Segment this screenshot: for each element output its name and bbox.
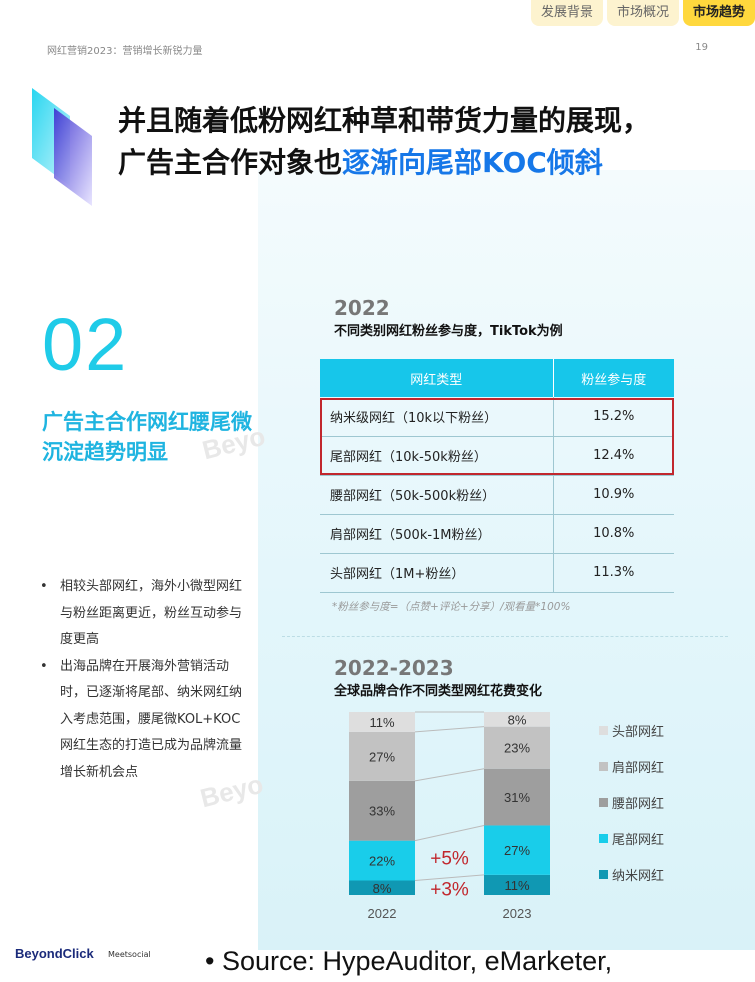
legend-swatch: [599, 762, 608, 771]
table-footnote: *粉丝参与度=（点赞+评论+分享）/观看量*100%: [332, 601, 571, 613]
bar-value-label: 33%: [369, 804, 395, 819]
legend-swatch: [599, 726, 608, 735]
page-number: 19: [695, 42, 708, 53]
chart-year: 2022-2023: [334, 656, 454, 680]
table-year: 2022: [334, 296, 390, 320]
bar-segment: [484, 712, 550, 727]
headline-highlight: 逐渐向尾部KOC倾斜: [342, 146, 603, 179]
bar-segment: [484, 726, 550, 769]
x-tick-label: 2022: [368, 906, 397, 921]
engagement-cell: 10.9%: [553, 475, 674, 515]
stacked-bar-chart: 8% 22% 33% 27% 11% 2022 11% 27% 31% 23% 8% 2023 +5% +…: [349, 711, 664, 921]
partner-logo: Meetsocial: [108, 950, 151, 959]
source-note: • Source: HypeAuditor, eMarketer,: [205, 946, 613, 976]
column-header: 网红类型: [320, 359, 554, 397]
legend-label: 腰部网红: [612, 796, 664, 812]
legend-swatch: [599, 870, 608, 879]
influencer-type-cell: 肩部网红（500k-1M粉丝）: [320, 514, 554, 554]
bullet-list: 相较头部网红，海外小微型网红与粉丝距离更近，粉丝互动参与度更高 出海品牌在开展海…: [40, 574, 245, 786]
legend-swatch: [599, 798, 608, 807]
section-number: 02: [42, 303, 129, 386]
divider: [282, 636, 728, 637]
connector-line: [414, 874, 485, 882]
bullet-item: 相较头部网红，海外小微型网红与粉丝距离更近，粉丝互动参与度更高: [40, 574, 245, 654]
bar-segment: [484, 874, 550, 895]
bullet-item: 出海品牌在开展海外营销活动时，已逐渐将尾部、纳米网红纳入考虑范围，腰尾微KOL+…: [40, 654, 245, 787]
influencer-type-cell: 头部网红（1M+粉丝）: [320, 553, 554, 593]
table-row: 尾部网红（10k-50k粉丝） 12.4%: [320, 436, 674, 476]
table-row: 头部网红（1M+粉丝） 11.3%: [320, 553, 674, 593]
bar-segment: [349, 780, 415, 841]
bar-value-label: 11%: [369, 715, 394, 730]
tab-market-overview[interactable]: 市场概况: [606, 0, 679, 26]
connector-line: [414, 726, 485, 733]
influencer-type-cell: 腰部网红（50k-500k粉丝）: [320, 475, 554, 515]
change-annotation: +5%: [430, 848, 469, 869]
legend-label: 头部网红: [612, 724, 664, 740]
page-headline: 并且随着低粉网红种草和带货力量的展现， 广告主合作对象也逐渐向尾部KOC倾斜: [118, 100, 650, 184]
bar-value-label: 11%: [504, 878, 529, 893]
column-header: 粉丝参与度: [553, 359, 674, 397]
table-row: 纳米级网红（10k以下粉丝） 15.2%: [320, 397, 674, 437]
legend-label: 纳米网红: [612, 868, 664, 884]
engagement-cell: 12.4%: [553, 436, 674, 476]
table-row: 腰部网红（50k-500k粉丝） 10.9%: [320, 475, 674, 515]
x-tick-label: 2023: [503, 906, 532, 921]
legend-swatch: [599, 834, 608, 843]
engagement-table: 网红类型 粉丝参与度 纳米级网红（10k以下粉丝） 15.2% 尾部网红（10k-…: [320, 359, 674, 593]
bar-segment: [349, 880, 415, 895]
top-nav: 发展背景 市场概况 市场趋势: [530, 0, 755, 26]
influencer-type-cell: 纳米级网红（10k以下粉丝）: [320, 397, 554, 437]
tab-market-trends[interactable]: 市场趋势: [682, 0, 755, 26]
brand-logo: BeyondClick: [15, 946, 94, 961]
influencer-type-cell: 尾部网红（10k-50k粉丝）: [320, 436, 554, 476]
engagement-cell: 10.8%: [553, 514, 674, 554]
legend-label: 肩部网红: [612, 760, 664, 776]
connector-line: [414, 824, 485, 842]
bar-value-label: 8%: [508, 712, 527, 727]
engagement-cell: 11.3%: [553, 553, 674, 593]
headline-line-2: 广告主合作对象也逐渐向尾部KOC倾斜: [118, 142, 650, 184]
bar-segment: [484, 825, 550, 875]
change-annotation: +3%: [430, 879, 469, 900]
decorative-prism-icon: [32, 88, 92, 206]
bar-segment: [349, 712, 415, 732]
chart-subtitle: 全球品牌合作不同类型网红花费变化: [334, 684, 543, 699]
legend-label: 尾部网红: [612, 832, 664, 848]
bar-value-label: 8%: [373, 881, 392, 896]
bar-value-label: 27%: [504, 843, 530, 858]
bar-value-label: 31%: [504, 790, 530, 805]
bar-value-label: 23%: [504, 741, 530, 756]
bar-value-label: 27%: [369, 749, 395, 764]
section-title: 广告主合作网红腰尾微沉淀趋势明显: [42, 410, 252, 464]
bar-value-label: 22%: [369, 854, 395, 869]
bar-segment: [349, 840, 415, 881]
tab-background[interactable]: 发展背景: [530, 0, 603, 26]
bar-segment: [484, 768, 550, 826]
engagement-cell: 15.2%: [553, 397, 674, 437]
bar-segment: [349, 731, 415, 781]
table-header-row: 网红类型 粉丝参与度: [320, 359, 674, 397]
headline-line-2-prefix: 广告主合作对象也: [118, 146, 343, 179]
connector-line: [414, 768, 485, 782]
table-row: 肩部网红（500k-1M粉丝） 10.8%: [320, 514, 674, 554]
document-title: 网红营销2023：营销增长新锐力量: [47, 46, 203, 57]
table-subtitle: 不同类别网红粉丝参与度，TikTok为例: [334, 324, 563, 339]
headline-line-1: 并且随着低粉网红种草和带货力量的展现，: [118, 104, 651, 137]
